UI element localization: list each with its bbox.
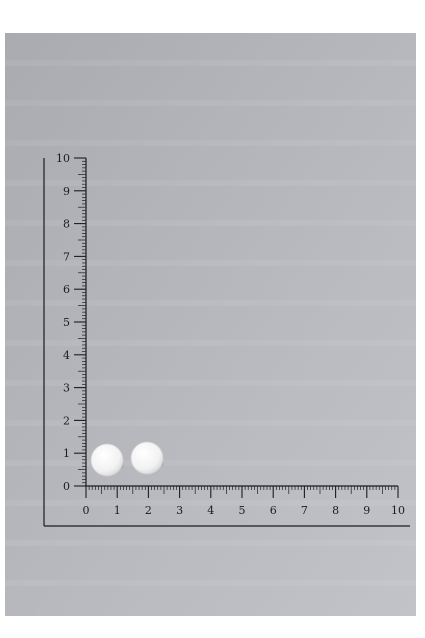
ruler-y-label: 4 [63, 349, 70, 362]
backdrop-band [5, 180, 416, 186]
ruler: 0 1 2 3 4 5 6 7 8 9 10 0 1 2 3 4 5 6 7 8 9 10 [43, 152, 410, 527]
backdrop-band [5, 100, 416, 106]
ruler-x-label: 2 [145, 504, 152, 517]
ruler-y-label: 6 [63, 283, 70, 296]
ruler-x-labels: 0 1 2 3 4 5 6 7 8 9 10 [83, 504, 406, 517]
tablet-1 [90, 443, 124, 477]
ruler-y-label: 0 [63, 480, 70, 493]
ruler-x-label: 7 [301, 504, 308, 517]
ruler-x-label: 3 [176, 504, 183, 517]
ruler-y-label: 3 [63, 382, 70, 395]
ruler-x-label: 10 [391, 504, 405, 517]
tablet-2 [130, 441, 164, 475]
ruler-y-labels: 0 1 2 3 4 5 6 7 8 9 10 [56, 152, 70, 493]
ruler-x-label: 9 [363, 504, 370, 517]
ruler-x-ticks [85, 486, 399, 498]
backdrop [5, 33, 416, 616]
backdrop-band [5, 420, 416, 426]
ruler-x-label: 0 [83, 504, 90, 517]
backdrop-bands [5, 60, 416, 586]
ruler-y-label: 7 [63, 250, 70, 263]
ruler-y-label: 2 [63, 414, 70, 427]
ruler-x-label: 6 [270, 504, 277, 517]
backdrop-band [5, 140, 416, 146]
ruler-y-ticks [74, 157, 86, 487]
backdrop-band [5, 460, 416, 466]
backdrop-band [5, 340, 416, 346]
ruler-y-label: 9 [63, 185, 70, 198]
backdrop-band [5, 540, 416, 546]
ruler-y-label: 1 [63, 447, 70, 460]
backdrop-band [5, 380, 416, 386]
ruler-y-label: 8 [63, 218, 70, 231]
ruler-x-label: 5 [239, 504, 246, 517]
ruler-y-label: 10 [56, 152, 70, 165]
backdrop-band [5, 580, 416, 586]
backdrop-band [5, 220, 416, 226]
ruler-x-label: 4 [207, 504, 214, 517]
backdrop-band [5, 300, 416, 306]
ruler-x-label: 8 [332, 504, 339, 517]
backdrop-band [5, 500, 416, 506]
backdrop-band [5, 60, 416, 66]
backdrop-band [5, 260, 416, 266]
ruler-x-label: 1 [114, 504, 121, 517]
ruler-y-label: 5 [63, 316, 70, 329]
